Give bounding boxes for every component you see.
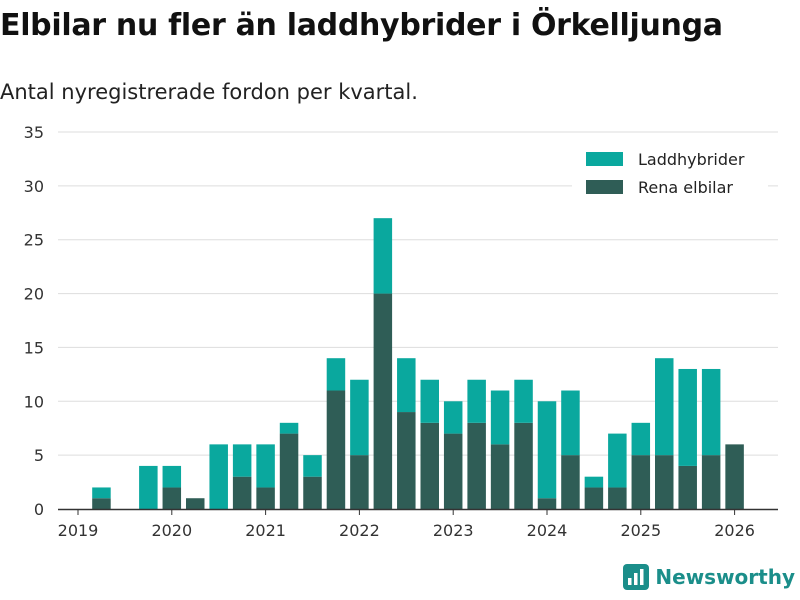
bar-rena-elbilar [232,476,252,509]
bar-laddhybrider [678,368,697,466]
legend-label: Laddhybrider [638,150,745,169]
bar-laddhybrider [537,401,557,499]
brand-name: Newsworthy [655,565,795,589]
x-tick-label: 2019 [58,521,99,540]
bar-rena-elbilar [725,444,744,509]
bar-rena-elbilar [537,498,557,509]
y-tick-label: 30 [24,177,44,196]
bar-rena-elbilar [256,487,275,509]
bar-rena-elbilar [467,422,486,509]
y-tick-label: 10 [24,392,44,411]
legend-swatch [586,180,623,194]
y-tick-label: 35 [24,123,44,142]
x-tick-label: 2021 [245,521,286,540]
y-tick-label: 20 [24,285,44,304]
bar-rena-elbilar [350,455,369,509]
chart-subtitle: Antal nyregistrerade fordon per kvartal. [0,80,418,104]
legend-label: Rena elbilar [638,178,733,197]
bar-laddhybrider [92,487,111,499]
bar-rena-elbilar [397,412,416,509]
x-tick-label: 2023 [433,521,474,540]
bar-rena-elbilar [420,422,439,509]
bar-rena-elbilar [514,422,533,509]
brand: Newsworthy [623,564,795,590]
bar-laddhybrider [397,358,416,413]
bar-laddhybrider [373,218,393,294]
bar-rena-elbilar [373,293,393,509]
y-tick-label: 0 [34,500,44,519]
bar-laddhybrider [514,379,533,423]
bar-laddhybrider [256,444,275,488]
bar-laddhybrider [209,444,228,509]
bar-laddhybrider [232,444,252,477]
y-axis-ticks: 0 5 10 15 20 25 30 35 [24,123,44,519]
y-tick-label: 5 [34,446,44,465]
bar-laddhybrider [608,433,627,488]
bar-rena-elbilar [303,476,322,509]
x-tick-label: 2024 [527,521,568,540]
chart-title: Elbilar nu fler än laddhybrider i Örkell… [0,8,723,43]
bar-rena-elbilar [678,465,697,509]
bar-laddhybrider [326,358,346,391]
x-tick-label: 2025 [620,521,661,540]
y-tick-label: 25 [24,231,44,250]
bar-rena-elbilar [608,487,627,509]
bar-laddhybrider [162,465,182,488]
bar-laddhybrider [467,379,486,423]
gridlines [58,131,778,456]
bar-laddhybrider [490,390,510,445]
bar-rena-elbilar [701,455,721,509]
bar-rena-elbilar [443,433,463,509]
newsworthy-logo-icon [623,564,650,590]
bar-rena-elbilar [92,498,111,509]
bar-laddhybrider [584,476,604,488]
bar-laddhybrider [279,422,299,434]
bar-rena-elbilar [584,487,604,509]
bar-laddhybrider [350,379,369,456]
bar-laddhybrider [561,390,580,456]
x-tick-label: 2020 [151,521,192,540]
bar-rena-elbilar [655,455,674,509]
bar-rena-elbilar [561,455,580,509]
bar-rena-elbilar [279,433,299,509]
legend-swatch [586,152,623,166]
x-tick-label: 2026 [714,521,755,540]
bar-rena-elbilar [326,390,346,509]
x-axis-ticks: 2019 2020 2021 2022 2023 2024 2025 2026 [58,509,755,540]
bar-laddhybrider [443,401,463,434]
bar-rena-elbilar [631,455,651,509]
bar-laddhybrider [420,379,439,423]
bar-laddhybrider [631,422,651,456]
x-tick-label: 2022 [339,521,380,540]
bar-laddhybrider [303,455,322,477]
bar-rena-elbilar [186,498,205,509]
bars [92,218,744,509]
bar-laddhybrider [655,358,674,456]
bar-rena-elbilar [490,444,510,509]
bar-rena-elbilar [162,487,182,509]
bar-laddhybrider [139,465,158,509]
legend: Laddhybrider Rena elbilar [572,148,768,206]
y-tick-label: 15 [24,338,44,357]
bar-laddhybrider [701,368,721,456]
